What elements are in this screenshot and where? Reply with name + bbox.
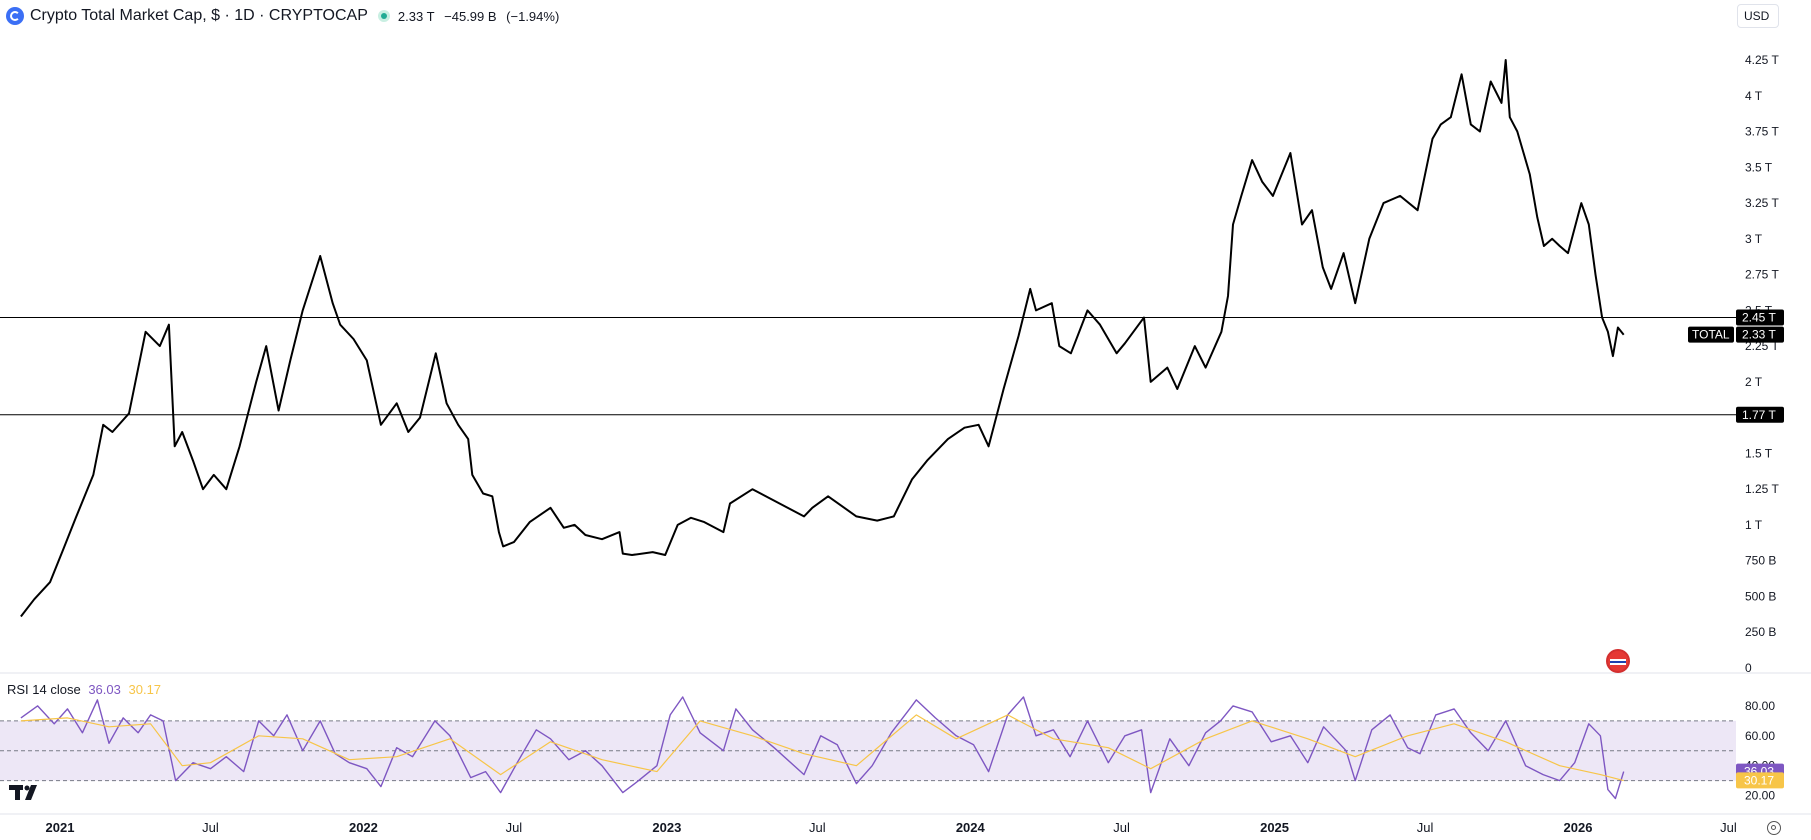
rsi-title: RSI 14 close [7, 682, 81, 697]
rsi-axis-tick: 80.00 [1745, 699, 1775, 713]
crypto-logo-icon [6, 7, 24, 25]
price-axis-tick: 250 B [1745, 625, 1776, 639]
price-axis-tick: 1.5 T [1745, 446, 1773, 460]
time-axis-tick: 2026 [1564, 820, 1593, 835]
level-price-badge [1736, 406, 1784, 423]
rsi-axis-tick: 20.00 [1745, 789, 1775, 803]
rsi-legend[interactable]: RSI 14 close 36.03 30.17 [7, 682, 161, 697]
tradingview-logo-icon[interactable] [9, 783, 43, 801]
level-price-badge [1736, 309, 1784, 326]
rsi-ma-value-badge [1736, 772, 1784, 789]
price-axis-tick: 2 T [1745, 375, 1763, 389]
time-axis-tick: 2025 [1260, 820, 1289, 835]
last-price: 2.33 T [397, 8, 435, 24]
time-axis-tick: Jul [809, 820, 826, 835]
price-series-line[interactable] [20, 59, 1625, 618]
series-name-badge [1688, 326, 1734, 343]
price-axis-tick: 2.75 T [1745, 268, 1779, 282]
rsi-ma-value-label: 30.17 [1744, 773, 1774, 787]
time-axis-tick: Jul [506, 820, 523, 835]
rsi-axis-tick: 60.00 [1745, 729, 1775, 743]
level-price-label: 2.45 T [1742, 311, 1776, 325]
time-axis-tick: 2024 [956, 820, 986, 835]
level-price-label: 1.77 T [1742, 408, 1776, 422]
currency-button[interactable]: USD [1737, 4, 1779, 28]
last-price-label: 2.33 T [1742, 328, 1776, 342]
price-axis-tick: 0 [1745, 661, 1752, 675]
time-axis-tick: Jul [1720, 820, 1737, 835]
price-axis-tick: 4 T [1745, 89, 1763, 103]
price-axis-tick: 1.25 T [1745, 482, 1779, 496]
time-axis-tick: Jul [1113, 820, 1130, 835]
price-axis-tick: 750 B [1745, 554, 1776, 568]
chart-header: Crypto Total Market Cap, $ · 1D · CRYPTO… [6, 5, 565, 27]
price-change: −45.99 B [444, 8, 497, 24]
time-axis-tick: 2022 [349, 820, 378, 835]
price-axis-tick: 3.5 T [1745, 160, 1773, 174]
rsi-legend-value: 36.03 [88, 682, 121, 697]
series-name-label: TOTAL [1692, 328, 1730, 342]
time-axis-tick: 2023 [652, 820, 681, 835]
us-flag-icon[interactable] [1606, 649, 1630, 673]
gear-icon[interactable] [1767, 821, 1781, 835]
symbol-title[interactable]: Crypto Total Market Cap, $ · 1D · CRYPTO… [30, 7, 368, 24]
rsi-ma-legend-value: 30.17 [128, 682, 162, 697]
rsi-ma-series-line[interactable] [20, 714, 1624, 782]
price-change-percent: (−1.94%) [506, 8, 560, 24]
price-axis-tick: 3 T [1745, 232, 1763, 246]
price-axis-tick: 4.25 T [1745, 53, 1779, 67]
market-status-dot-icon [377, 10, 390, 22]
time-axis-tick: Jul [1417, 820, 1434, 835]
price-quote: 2.33 T −45.99 B (−1.94%) [398, 9, 565, 24]
price-axis-tick: 3.75 T [1745, 125, 1779, 139]
time-axis-tick: 2021 [46, 820, 75, 835]
price-axis-tick: 3.25 T [1745, 196, 1779, 210]
price-axis-tick: 500 B [1745, 589, 1776, 603]
time-axis-tick: Jul [202, 820, 219, 835]
price-axis-tick: 1 T [1745, 518, 1763, 532]
rsi-series-line[interactable] [20, 696, 1625, 800]
last-price-badge [1736, 326, 1784, 343]
